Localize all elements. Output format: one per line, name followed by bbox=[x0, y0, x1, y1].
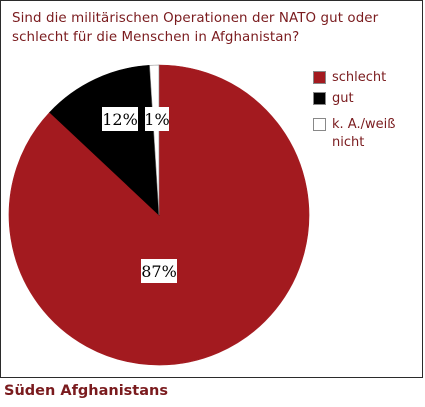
slice-label-box-weiss-nicht bbox=[145, 107, 169, 131]
pie-chart: 87% 12% 1% bbox=[8, 64, 310, 366]
slice-label-box-schlecht bbox=[141, 259, 177, 283]
legend-label-weiss-nicht: k. A./weiß nicht bbox=[332, 117, 396, 150]
legend-item-gut: gut bbox=[313, 90, 424, 108]
chart-frame: Sind die militärischen Operationen der N… bbox=[0, 0, 423, 378]
pie-slice-schlecht bbox=[8, 64, 310, 366]
legend-label-schlecht: schlecht bbox=[332, 70, 387, 85]
legend-item-weiss-nicht: k. A./weiß nicht bbox=[313, 116, 424, 152]
slice-label-text-gut: 12% bbox=[102, 110, 138, 129]
legend-label-gut: gut bbox=[332, 91, 354, 106]
slice-label-schlecht: 87% bbox=[141, 259, 177, 283]
slice-label-text-weiss-nicht: 1% bbox=[144, 110, 169, 129]
legend-swatch-weiss-nicht bbox=[313, 118, 326, 131]
legend-item-schlecht: schlecht bbox=[313, 69, 424, 87]
region-caption: Süden Afghanistans bbox=[4, 383, 168, 399]
pie-slice-gut bbox=[49, 64, 160, 216]
slice-label-text-schlecht: 87% bbox=[141, 262, 177, 281]
slice-label-weiss-nicht: 1% bbox=[144, 107, 170, 131]
pie-slice-weiss-nicht bbox=[149, 64, 160, 216]
slice-label-box-gut bbox=[102, 107, 138, 131]
legend-swatch-gut bbox=[313, 92, 326, 105]
chart-title: Sind die militärischen Operationen der N… bbox=[12, 11, 379, 45]
slice-label-gut: 12% bbox=[102, 107, 138, 131]
legend-swatch-schlecht bbox=[313, 71, 326, 84]
